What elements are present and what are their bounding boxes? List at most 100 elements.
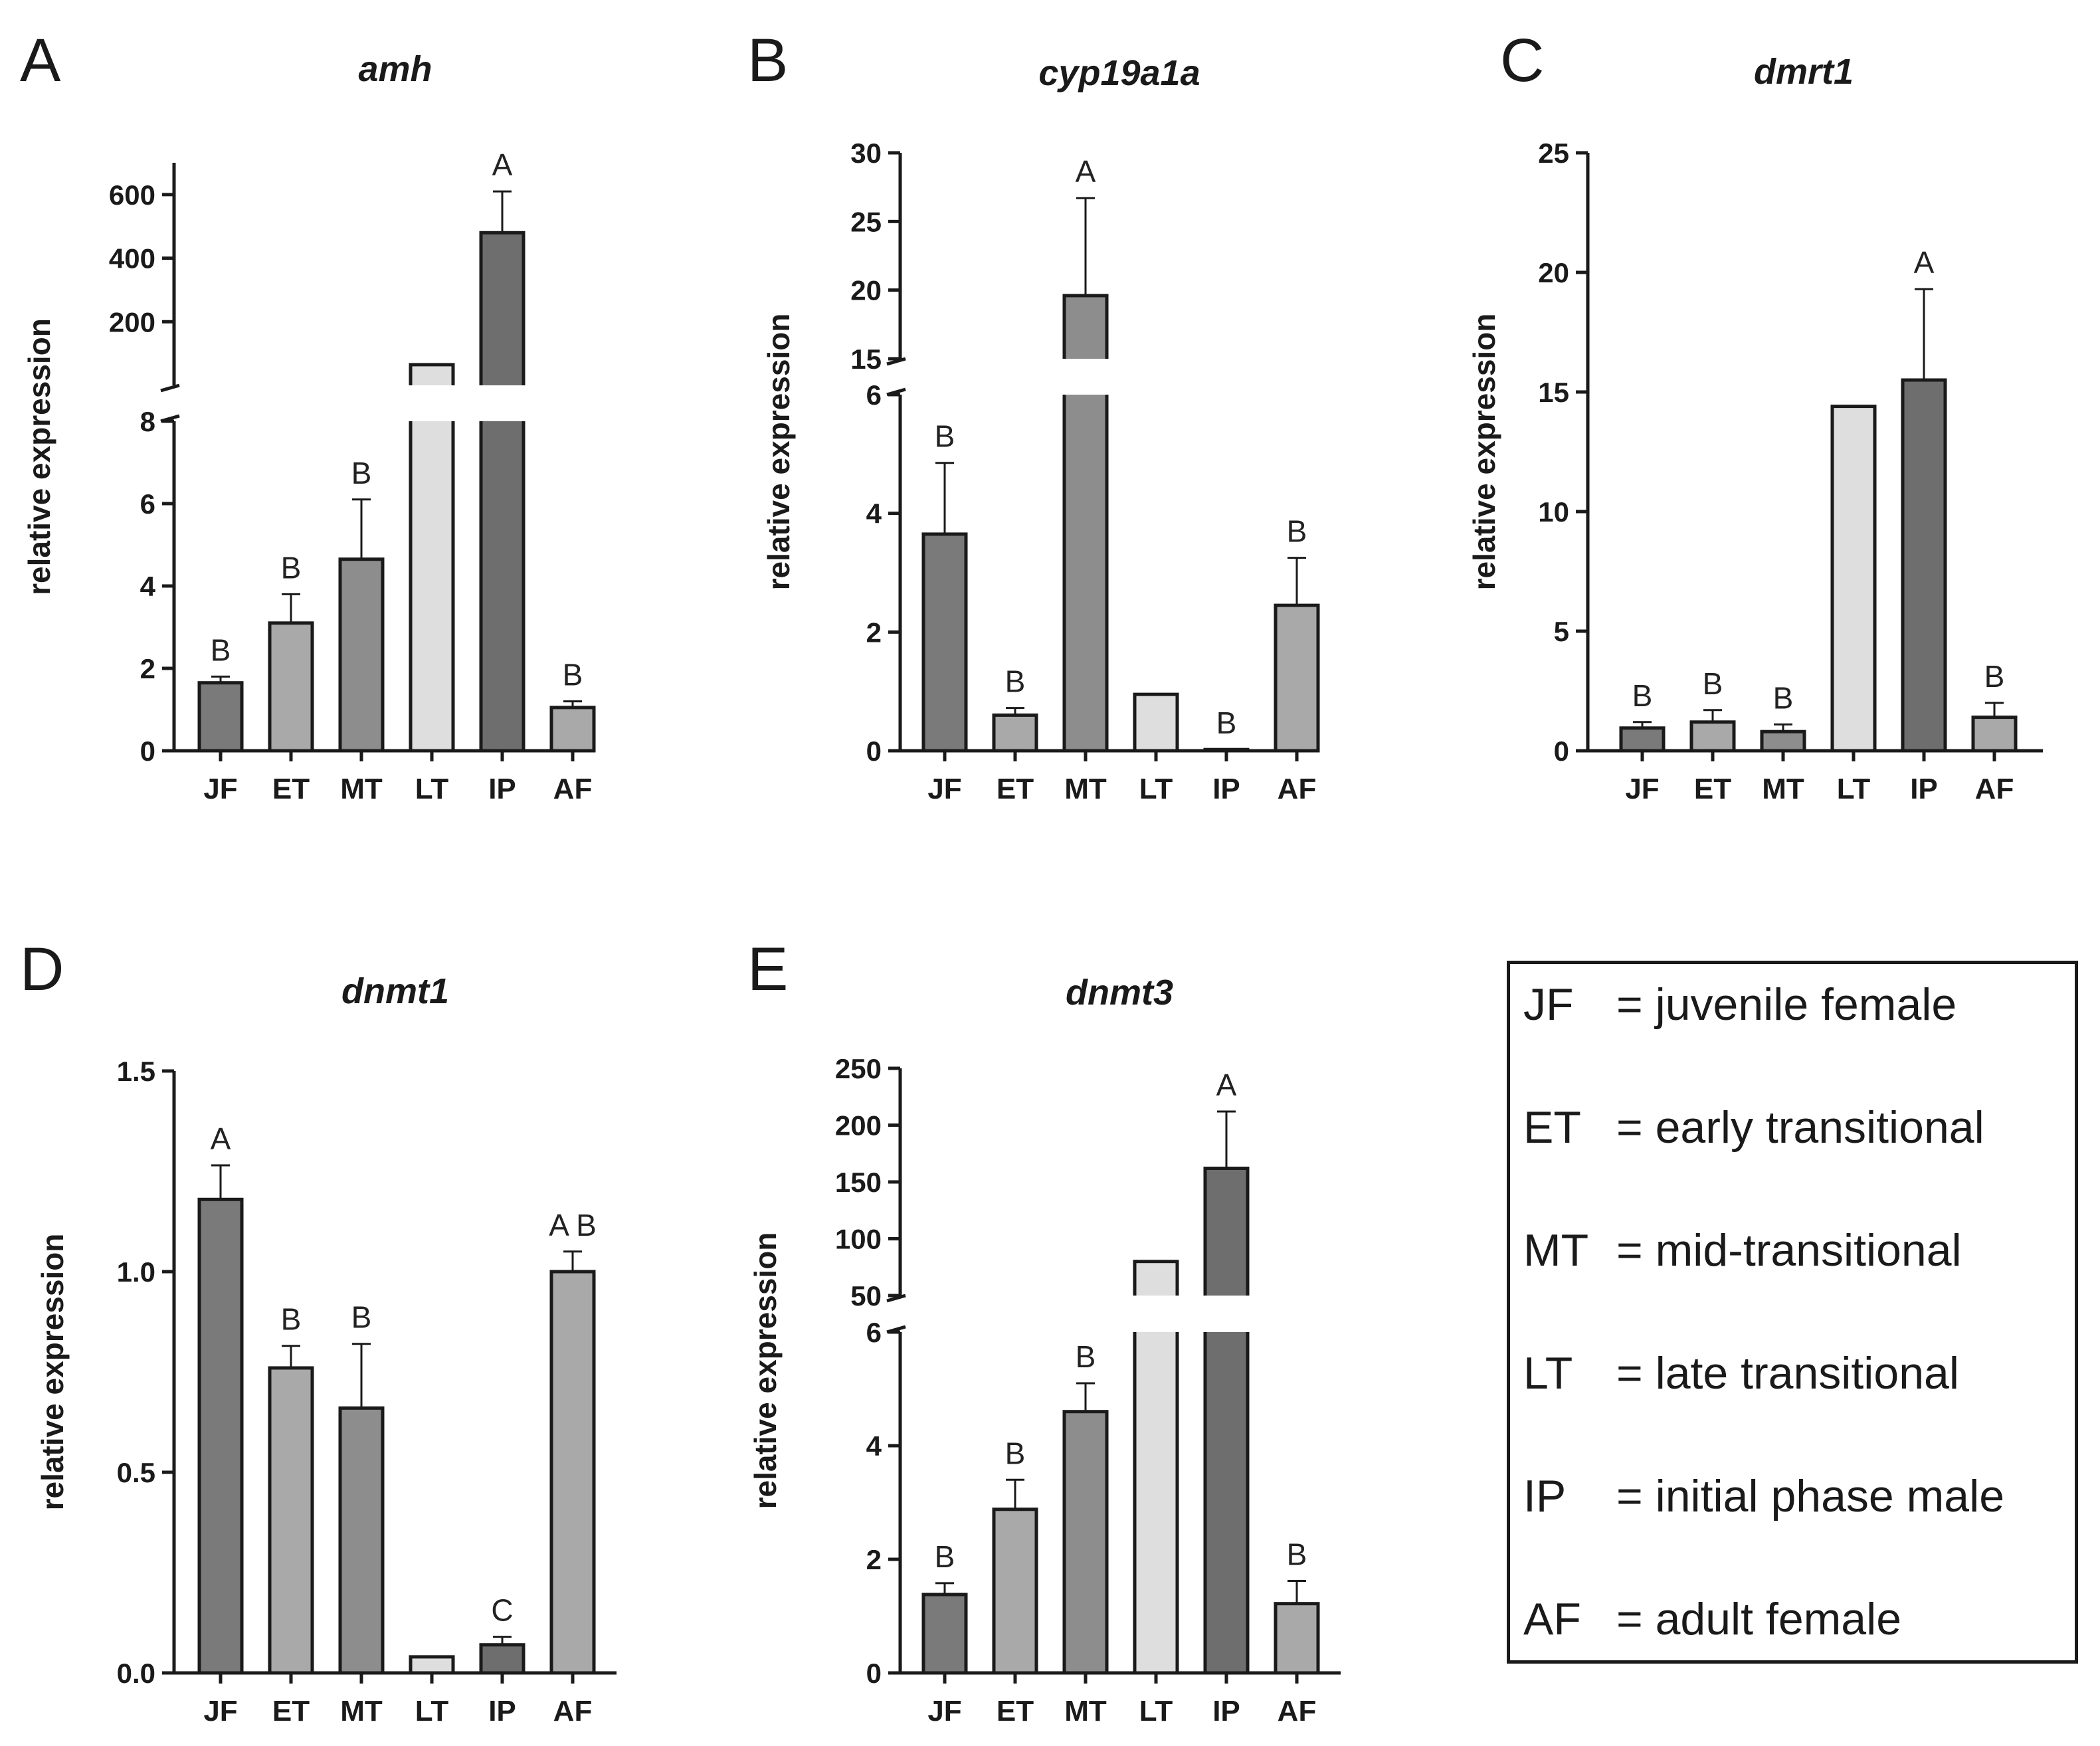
legend-desc: = mid-transitional: [1616, 1225, 1962, 1276]
bar: [197, 681, 244, 753]
legend-item: MT = mid-transitional: [1523, 1224, 1962, 1276]
x-tick-label: JF: [203, 773, 237, 805]
bar: [921, 532, 968, 753]
significance-letter: B: [1984, 659, 2005, 694]
significance-letter: B: [935, 1539, 955, 1574]
x-tick-label: JF: [203, 1695, 237, 1727]
y-tick-label: 8: [140, 406, 155, 437]
x-tick-label: AF: [553, 1695, 593, 1727]
significance-letter: B: [935, 419, 955, 454]
x-tick-label: JF: [1625, 773, 1659, 805]
significance-letter: B: [1005, 664, 1026, 699]
y-tick-label: 20: [850, 275, 882, 306]
panel-title: dnmt1: [341, 971, 449, 1011]
y-tick-label: 6: [140, 488, 155, 520]
bar: [1274, 603, 1320, 753]
x-tick-label: AF: [553, 773, 593, 805]
bar: [1619, 726, 1666, 753]
bar: [409, 1655, 455, 1675]
significance-letter: A B: [549, 1208, 597, 1242]
x-tick-label: MT: [1064, 1695, 1107, 1727]
significance-letter: A: [492, 147, 513, 182]
x-tick-label: ET: [997, 1695, 1034, 1727]
bar: [1830, 405, 1877, 753]
x-tick-label: IP: [1910, 773, 1938, 805]
y-tick-label: 4: [866, 498, 882, 530]
y-axis-label: relative expression: [1467, 314, 1501, 591]
y-tick-label: 2: [866, 1544, 882, 1575]
y-axis-label: relative expression: [35, 1234, 70, 1511]
y-tick-label: 250: [835, 1053, 882, 1084]
bar: [338, 557, 385, 753]
x-tick-label: JF: [927, 773, 961, 805]
panel-label: C: [1500, 27, 1544, 94]
panel-title: cyp19a1a: [1038, 53, 1200, 93]
y-tick-label: 100: [835, 1224, 882, 1255]
bar: [1274, 1602, 1320, 1675]
y-tick-label: 15: [850, 343, 882, 375]
x-tick-label: MT: [1064, 773, 1107, 805]
axis-break-mark: [886, 357, 906, 366]
x-tick-label: LT: [415, 773, 449, 805]
y-tick-label: 0: [140, 735, 155, 767]
y-axis-label: relative expression: [748, 1232, 783, 1509]
legend-item: LT = late transitional: [1523, 1347, 1959, 1399]
bar: [479, 1643, 525, 1675]
x-tick-label: ET: [1694, 773, 1731, 805]
y-tick-label: 150: [835, 1167, 882, 1198]
legend-desc: = adult female: [1616, 1594, 1902, 1644]
y-tick-label: 0: [1554, 735, 1569, 767]
x-tick-label: AF: [1975, 773, 2014, 805]
significance-letter: A: [1216, 1068, 1237, 1102]
y-tick-label: 5: [1554, 616, 1569, 647]
x-tick-label: IP: [488, 773, 516, 805]
bar: [409, 363, 455, 753]
panel-title: amh: [358, 49, 432, 89]
significance-letter: B: [563, 658, 583, 692]
axis-break-gap: [1131, 1296, 1181, 1332]
x-tick-label: LT: [1139, 773, 1173, 805]
legend-abbr: JF: [1523, 979, 1574, 1030]
axis-break-gap: [1060, 359, 1111, 395]
significance-letter: A: [1076, 154, 1096, 189]
y-tick-label: 1.0: [117, 1256, 155, 1288]
panel-title: dnmt3: [1066, 973, 1173, 1013]
y-tick-label: 25: [850, 206, 882, 237]
legend-abbr: IP: [1523, 1471, 1567, 1521]
bar: [992, 1507, 1038, 1675]
bar: [1203, 747, 1250, 753]
significance-letter: B: [211, 632, 231, 667]
x-tick-label: IP: [488, 1695, 516, 1727]
legend-abbr: ET: [1523, 1102, 1581, 1153]
x-tick-label: LT: [415, 1695, 449, 1727]
significance-letter: B: [281, 1302, 302, 1337]
x-tick-label: ET: [997, 773, 1034, 805]
significance-letter: B: [1287, 1537, 1307, 1571]
legend-abbr: MT: [1523, 1225, 1589, 1276]
y-tick-label: 10: [1538, 496, 1569, 528]
bar: [1203, 1166, 1250, 1675]
x-tick-label: ET: [272, 1695, 310, 1727]
y-tick-label: 0: [866, 735, 882, 767]
bar: [1062, 1410, 1109, 1675]
significance-letter: B: [351, 1300, 372, 1335]
bar: [921, 1593, 968, 1675]
bar: [1901, 378, 1947, 753]
panel-label: E: [747, 935, 788, 1003]
y-tick-label: 4: [140, 571, 156, 602]
x-tick-label: MT: [340, 773, 383, 805]
y-tick-label: 400: [109, 243, 155, 274]
x-tick-label: LT: [1837, 773, 1871, 805]
legend-item: IP = initial phase male: [1523, 1470, 2004, 1522]
axis-break-mark: [886, 1294, 906, 1303]
y-tick-label: 2: [866, 617, 882, 648]
legend-abbr: AF: [1523, 1594, 1581, 1644]
x-tick-label: ET: [272, 773, 310, 805]
x-tick-label: LT: [1139, 1695, 1173, 1727]
bar: [1760, 729, 1806, 753]
y-tick-label: 1.5: [117, 1056, 155, 1087]
y-tick-label: 0.5: [117, 1457, 155, 1488]
y-tick-label: 30: [850, 138, 882, 169]
bar: [1689, 720, 1736, 753]
significance-letter: B: [1287, 514, 1307, 549]
